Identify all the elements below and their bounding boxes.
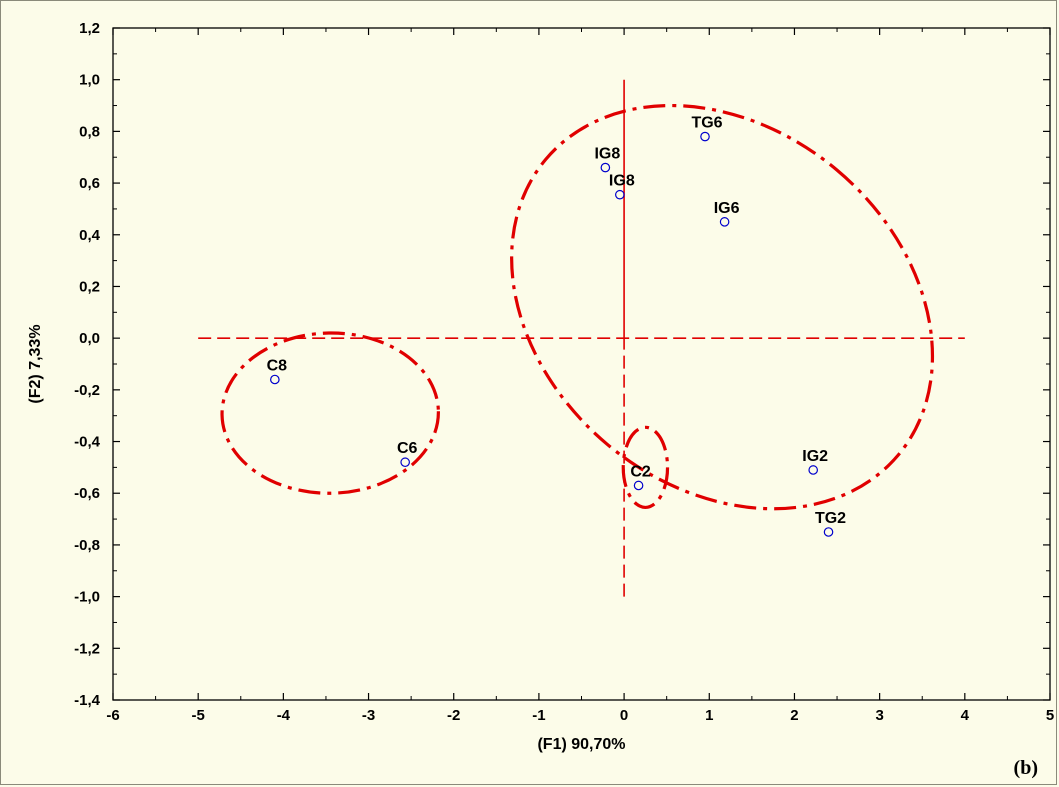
- group-ellipse-2: [621, 425, 670, 510]
- x-tick-label: -6: [106, 707, 119, 724]
- y-tick-label: 1,0: [79, 72, 100, 89]
- data-point-ig8: [600, 162, 611, 173]
- y-tick-label: -0,2: [74, 382, 100, 399]
- x-axis-title: (F1) 90,70%: [537, 736, 625, 753]
- y-tick-label: 1,2: [79, 20, 100, 37]
- point-label-ig8: IG8: [609, 173, 635, 190]
- point-label-tg6: TG6: [691, 115, 722, 132]
- x-tick-label: 3: [875, 707, 883, 724]
- data-point-tg2: [823, 527, 834, 537]
- panel-tag: (b): [1014, 757, 1038, 779]
- y-tick-label: 0,6: [79, 175, 100, 192]
- y-tick-label: 0,2: [79, 278, 100, 295]
- group-ellipse-1: [220, 331, 440, 495]
- x-tick-label: 5: [1046, 707, 1054, 724]
- y-tick-label: 0,4: [79, 227, 101, 244]
- group-ellipse-3: [510, 103, 935, 511]
- data-point-ig8: [615, 189, 625, 200]
- point-label-tg2: TG2: [815, 510, 846, 527]
- y-tick-label: -0,6: [74, 485, 100, 502]
- data-point-c2: [633, 480, 644, 491]
- x-tick-label: -5: [192, 707, 205, 724]
- y-axis-title: (F2) 7,33%: [27, 324, 44, 403]
- data-point-ig6: [719, 217, 730, 227]
- x-tick-label: -2: [447, 707, 460, 724]
- x-tick-label: 4: [961, 707, 970, 724]
- point-label-c6: C6: [397, 440, 418, 457]
- y-tick-label: -1,2: [74, 640, 100, 657]
- y-tick-label: 0,8: [79, 123, 100, 140]
- data-point-c6: [400, 457, 410, 468]
- data-point-tg6: [700, 131, 710, 142]
- x-tick-label: 2: [790, 707, 798, 724]
- y-tick-label: -0,4: [74, 434, 101, 451]
- x-tick-label: 0: [620, 707, 628, 724]
- point-label-ig6: IG6: [714, 200, 740, 217]
- y-tick-label: -1,4: [74, 692, 101, 709]
- point-label-c8: C8: [267, 358, 288, 375]
- point-label-c2: C2: [630, 463, 651, 480]
- data-point-ig2: [808, 465, 818, 475]
- y-tick-label: -1,0: [74, 589, 100, 606]
- x-tick-label: -3: [362, 707, 375, 724]
- x-tick-label: 1: [705, 707, 713, 724]
- point-label-ig2: IG2: [802, 448, 828, 465]
- x-tick-label: -4: [277, 707, 291, 724]
- y-tick-label: 0,0: [79, 330, 100, 347]
- y-tick-label: -0,8: [74, 537, 100, 554]
- data-point-c8: [270, 374, 280, 385]
- point-label-ig8: IG8: [594, 146, 620, 163]
- x-tick-label: -1: [532, 707, 545, 724]
